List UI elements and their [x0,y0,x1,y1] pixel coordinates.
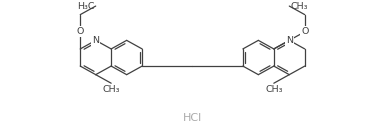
Text: HCl: HCl [183,112,202,122]
Text: O: O [77,27,84,36]
Text: CH₃: CH₃ [102,85,120,94]
Text: N: N [286,36,293,45]
Text: N: N [92,36,99,45]
Text: H₃C: H₃C [77,2,95,11]
Text: CH₃: CH₃ [265,85,283,94]
Text: CH₃: CH₃ [290,2,308,11]
Text: O: O [301,27,308,36]
